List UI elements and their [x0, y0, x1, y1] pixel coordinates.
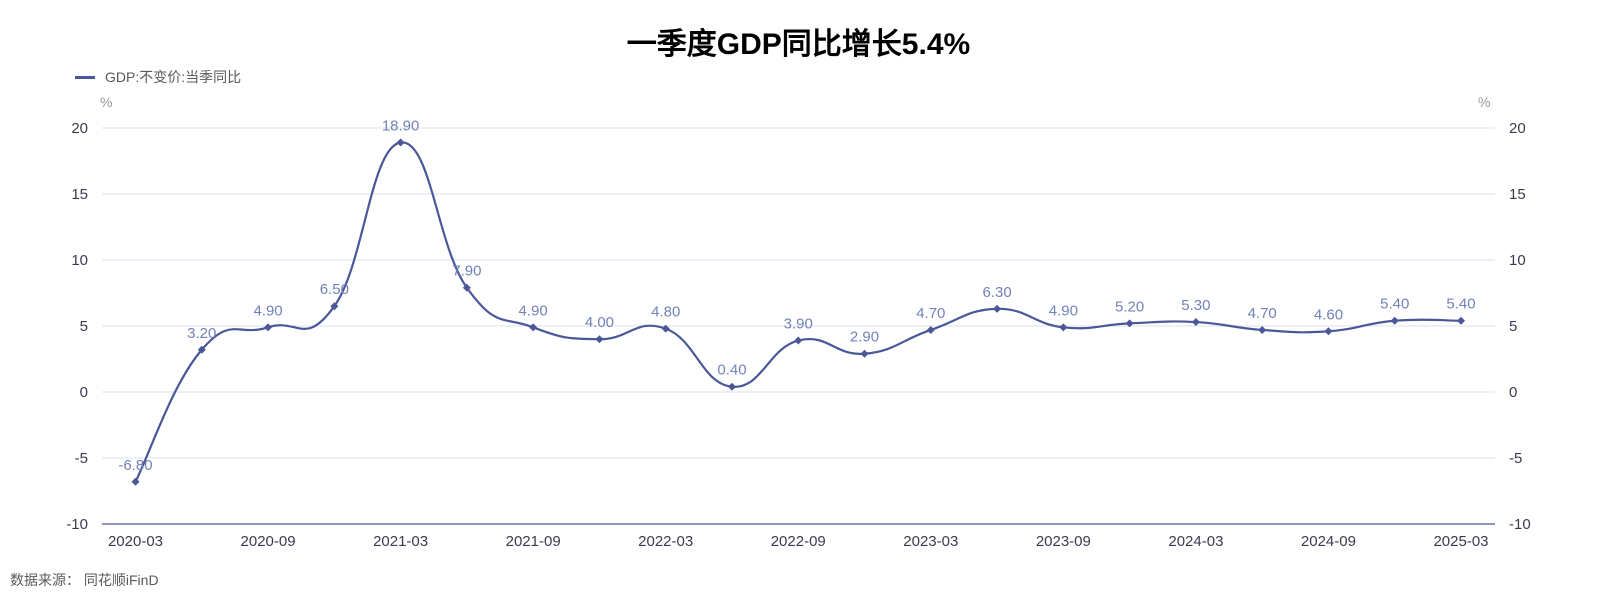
svg-text:5.30: 5.30 [1181, 297, 1210, 314]
svg-text:6.50: 6.50 [320, 281, 349, 298]
svg-text:2.90: 2.90 [850, 329, 879, 346]
svg-text:5.40: 5.40 [1380, 296, 1409, 313]
svg-text:2024-03: 2024-03 [1168, 533, 1223, 550]
svg-text:15: 15 [1509, 186, 1526, 203]
svg-text:-6.80: -6.80 [118, 457, 152, 474]
svg-text:4.70: 4.70 [1248, 305, 1277, 322]
svg-text:10: 10 [71, 252, 88, 269]
svg-text:18.90: 18.90 [382, 118, 420, 135]
svg-text:7.90: 7.90 [452, 263, 481, 280]
svg-text:0: 0 [80, 384, 88, 401]
svg-text:4.90: 4.90 [519, 302, 548, 319]
svg-text:2022-03: 2022-03 [638, 533, 693, 550]
svg-text:15: 15 [71, 186, 88, 203]
svg-text:4.70: 4.70 [916, 305, 945, 322]
svg-text:20: 20 [1509, 120, 1526, 137]
svg-text:2022-09: 2022-09 [771, 533, 826, 550]
svg-text:5.20: 5.20 [1115, 298, 1144, 315]
svg-text:5: 5 [80, 318, 88, 335]
svg-text:3.20: 3.20 [187, 325, 216, 342]
svg-text:4.80: 4.80 [651, 304, 680, 321]
svg-text:5: 5 [1509, 318, 1517, 335]
svg-text:4.60: 4.60 [1314, 306, 1343, 323]
svg-text:-10: -10 [1509, 516, 1531, 533]
svg-text:2024-09: 2024-09 [1301, 533, 1356, 550]
svg-text:4.00: 4.00 [585, 314, 614, 331]
svg-text:0.40: 0.40 [717, 362, 746, 379]
svg-text:-10: -10 [66, 516, 88, 533]
svg-text:-5: -5 [75, 450, 88, 467]
svg-text:6.30: 6.30 [982, 284, 1011, 301]
svg-text:2023-03: 2023-03 [903, 533, 958, 550]
svg-text:0: 0 [1509, 384, 1517, 401]
svg-text:3.90: 3.90 [784, 316, 813, 333]
svg-text:10: 10 [1509, 252, 1526, 269]
svg-text:5.40: 5.40 [1446, 296, 1475, 313]
svg-text:4.90: 4.90 [1049, 302, 1078, 319]
svg-text:2020-09: 2020-09 [241, 533, 296, 550]
svg-text:2021-03: 2021-03 [373, 533, 428, 550]
svg-text:2023-09: 2023-09 [1036, 533, 1091, 550]
svg-text:2021-09: 2021-09 [506, 533, 561, 550]
svg-text:2020-03: 2020-03 [108, 533, 163, 550]
svg-text:-5: -5 [1509, 450, 1522, 467]
svg-text:4.90: 4.90 [253, 302, 282, 319]
svg-text:2025-03: 2025-03 [1433, 533, 1488, 550]
svg-text:20: 20 [71, 120, 88, 137]
